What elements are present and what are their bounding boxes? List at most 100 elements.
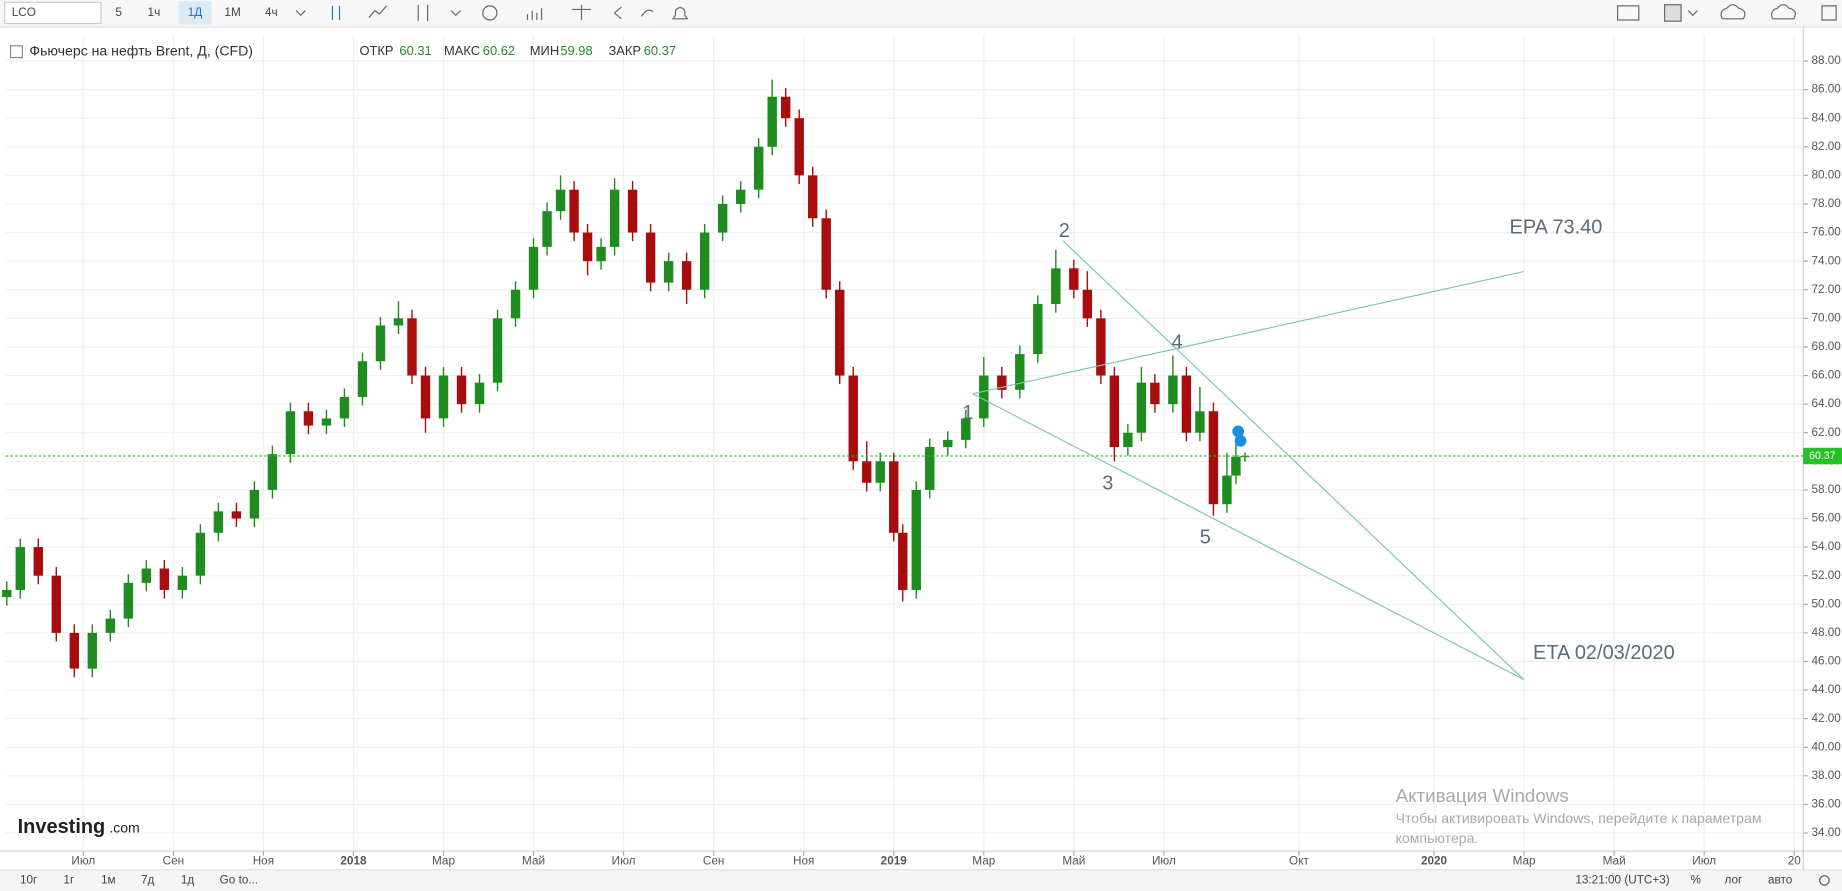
event-marker bbox=[1232, 425, 1245, 438]
toolbar-icons[interactable] bbox=[295, 4, 1837, 22]
ohlc-value: 60.62 bbox=[483, 43, 515, 58]
y-tick-label: 64.00 bbox=[1811, 397, 1841, 410]
y-tick-label: 82.00 bbox=[1811, 140, 1841, 153]
candle-body bbox=[663, 261, 674, 283]
candle-body bbox=[596, 246, 606, 262]
range-button[interactable]: 1г bbox=[63, 874, 74, 887]
candle-body bbox=[1136, 382, 1147, 433]
x-tick-label: Июл bbox=[1152, 855, 1176, 868]
candle-body bbox=[492, 318, 503, 383]
ohlc-label: ЗАКР bbox=[609, 43, 642, 58]
candle-body bbox=[609, 189, 620, 247]
percent-toggle[interactable]: % bbox=[1690, 874, 1701, 887]
candle-body bbox=[321, 418, 332, 426]
goto-button[interactable]: Go to... bbox=[220, 874, 259, 887]
x-tick-label: Мар bbox=[972, 855, 995, 868]
y-tick-label: 50.00 bbox=[1811, 597, 1841, 610]
candle-body bbox=[542, 211, 552, 247]
candle-body bbox=[1240, 456, 1250, 458]
interval[interactable]: 5 bbox=[115, 6, 122, 19]
candle-body bbox=[141, 568, 152, 583]
bottom-bar bbox=[0, 869, 1842, 891]
candle-body bbox=[862, 461, 872, 483]
candle-body bbox=[231, 511, 242, 519]
event-marker bbox=[1234, 434, 1247, 447]
interval-active bbox=[178, 1, 212, 25]
y-tick-label: 40.00 bbox=[1811, 740, 1841, 753]
candle-body bbox=[438, 375, 449, 419]
range-button[interactable]: 1д bbox=[181, 874, 195, 887]
x-tick-label: Ноя bbox=[253, 855, 274, 868]
activation-text: Чтобы активировать Windows, перейдите к … bbox=[1396, 810, 1762, 826]
range-button[interactable]: 10г bbox=[20, 874, 37, 887]
symbol: LCO bbox=[12, 6, 36, 19]
y-tick-label: 76.00 bbox=[1811, 226, 1841, 239]
candle-body bbox=[303, 411, 314, 426]
candle-body bbox=[1082, 289, 1093, 319]
wave-label: 1 bbox=[962, 402, 973, 424]
interval[interactable]: 1М bbox=[224, 6, 240, 19]
candle-body bbox=[961, 418, 971, 440]
y-tick-label: 84.00 bbox=[1811, 111, 1841, 124]
collapse-icon[interactable] bbox=[9, 45, 23, 59]
x-tick-label: 2018 bbox=[340, 855, 367, 868]
interval[interactable]: 4ч bbox=[265, 6, 278, 19]
candle-body bbox=[925, 447, 935, 490]
y-tick-label: 88.00 bbox=[1811, 54, 1841, 67]
candle-body bbox=[420, 375, 431, 419]
log-toggle[interactable]: лог bbox=[1725, 874, 1743, 887]
ohlc-value: 60.37 bbox=[644, 43, 676, 58]
candle-body bbox=[911, 489, 921, 590]
candle-body bbox=[393, 318, 404, 326]
wave-label: 3 bbox=[1102, 473, 1113, 495]
activation-text: компьютера. bbox=[1396, 830, 1479, 846]
x-tick-label: Июл bbox=[1692, 855, 1716, 868]
y-tick-label: 56.00 bbox=[1811, 512, 1841, 525]
candle-body bbox=[105, 618, 116, 633]
y-tick-label: 74.00 bbox=[1811, 254, 1841, 267]
trend-line bbox=[972, 393, 1524, 680]
candle-body bbox=[375, 325, 386, 362]
last-price-label: 60.37 bbox=[1809, 450, 1836, 462]
plot: 1 2 3 4 5 EPA 73.40 ETA 02/03/2020 bbox=[2, 79, 1804, 680]
candle-body bbox=[753, 146, 764, 190]
x-tick-label: Сен bbox=[163, 855, 185, 868]
candle-body bbox=[213, 511, 224, 533]
interval[interactable]: 1Д bbox=[188, 6, 203, 19]
interval[interactable]: 1ч bbox=[148, 6, 161, 19]
x-tick-label: Май bbox=[1062, 855, 1085, 868]
ohlc-value: 60.31 bbox=[399, 43, 431, 58]
candle-body bbox=[1231, 456, 1241, 476]
y-tick-label: 54.00 bbox=[1811, 540, 1841, 553]
y-tick-label: 34.00 bbox=[1811, 826, 1841, 839]
watermark-suffix: .com bbox=[109, 819, 140, 835]
x-tick-label: 2020 bbox=[1421, 855, 1448, 868]
clock: 13:21:00 (UTC+3) bbox=[1575, 874, 1669, 887]
trend-line bbox=[972, 270, 1524, 395]
x-tick-label: Окт bbox=[1289, 855, 1309, 868]
y-tick-label: 58.00 bbox=[1811, 483, 1841, 496]
range-button[interactable]: 7д bbox=[141, 874, 155, 887]
candle-body bbox=[582, 232, 593, 262]
candle-body bbox=[285, 411, 296, 455]
x-tick-label: Сен bbox=[703, 855, 725, 868]
y-tick-label: 80.00 bbox=[1811, 168, 1841, 181]
settings-icon[interactable] bbox=[1819, 875, 1830, 886]
candle-body bbox=[735, 189, 746, 204]
y-tick-label: 68.00 bbox=[1811, 340, 1841, 353]
y-tick-label: 48.00 bbox=[1811, 626, 1841, 639]
x-tick-label: Мар bbox=[432, 855, 455, 868]
y-tick-label: 78.00 bbox=[1811, 197, 1841, 210]
y-tick-label: 42.00 bbox=[1811, 712, 1841, 725]
auto-toggle[interactable]: авто bbox=[1768, 874, 1793, 887]
toolbar bbox=[0, 0, 1842, 28]
candle-body bbox=[627, 189, 638, 233]
candle-body bbox=[889, 461, 899, 533]
symbol-box[interactable] bbox=[4, 1, 102, 25]
candle-body bbox=[1069, 268, 1079, 290]
range-button[interactable]: 1м bbox=[101, 874, 116, 887]
y-tick-label: 36.00 bbox=[1811, 798, 1841, 811]
y-tick-label: 72.00 bbox=[1811, 283, 1841, 296]
candle-body bbox=[848, 375, 858, 462]
